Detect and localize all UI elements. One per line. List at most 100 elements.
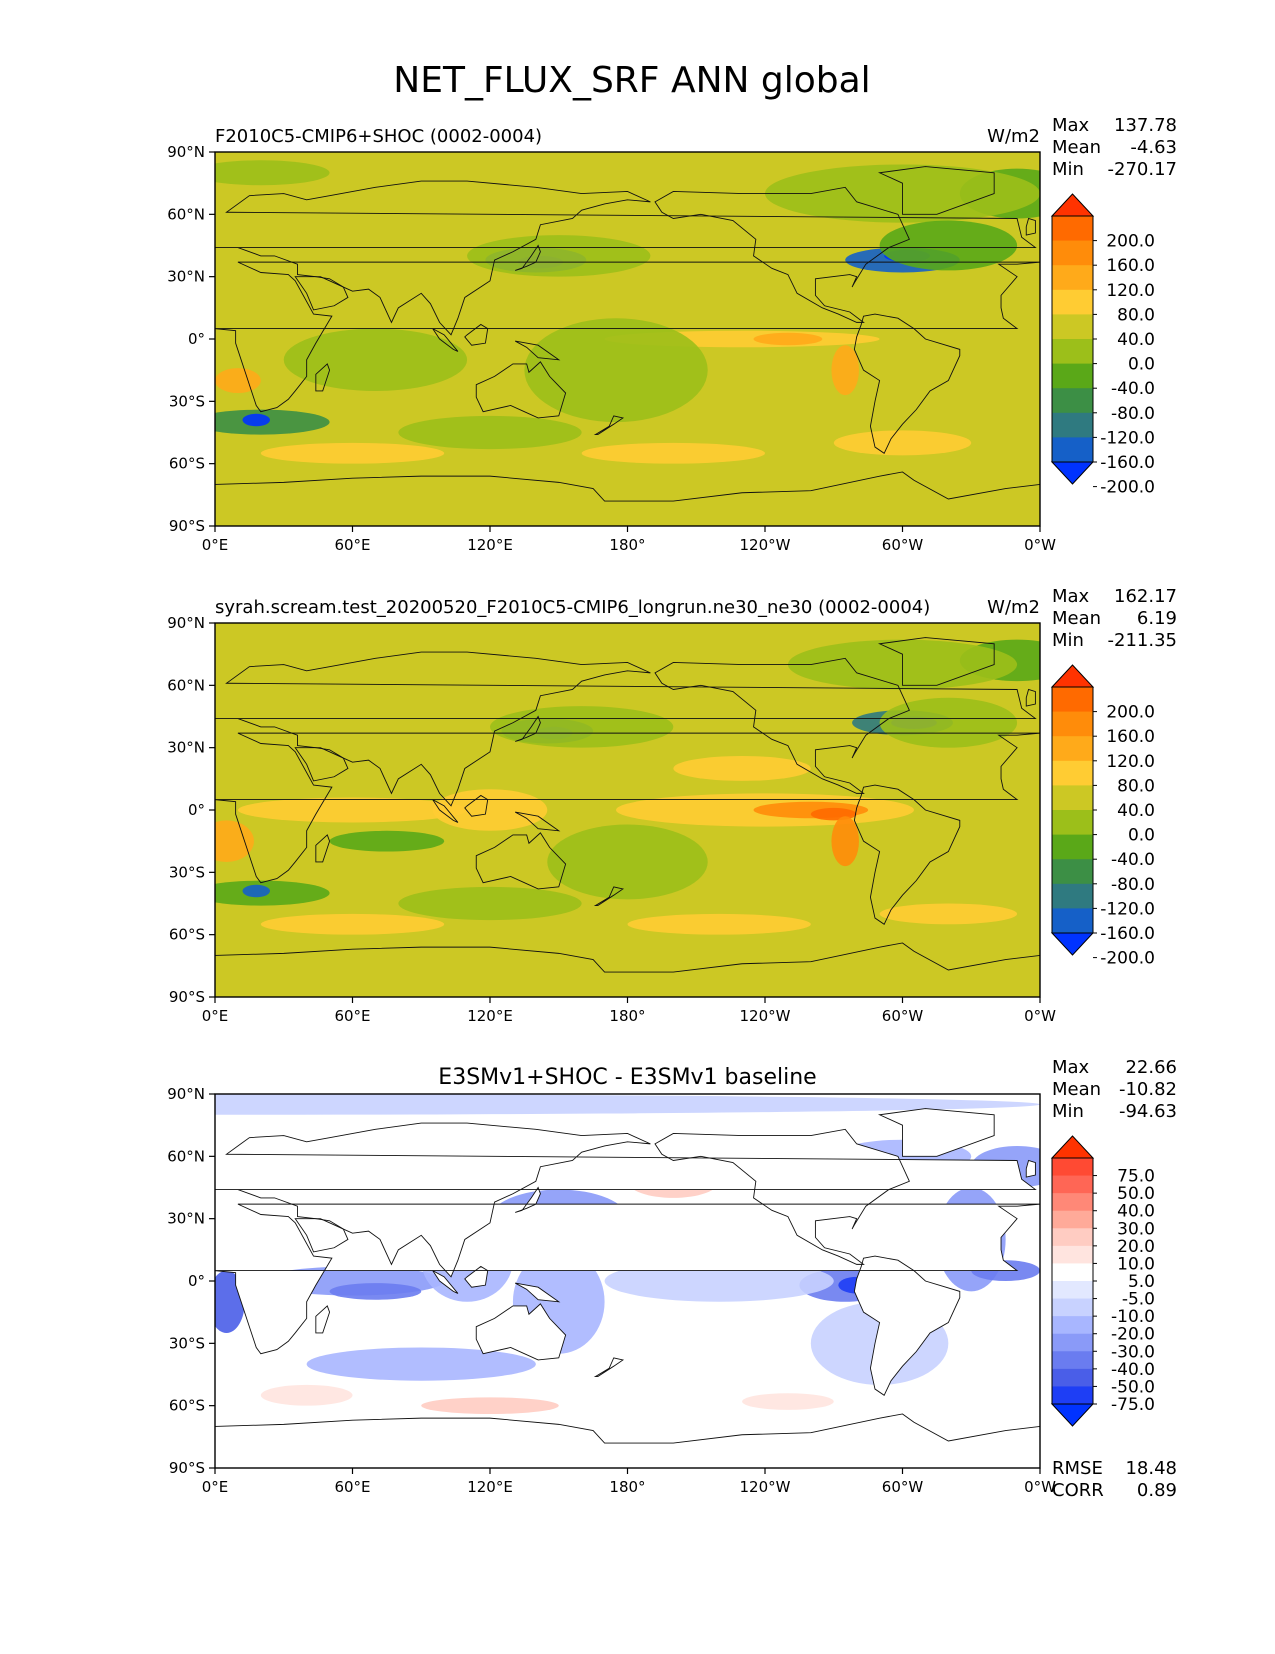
stat-label: Mean — [1052, 1079, 1101, 1100]
field-contour — [831, 816, 859, 867]
panel-3: E3SMv1+SHOC - E3SMv1 baseline 0°E 60°E 120°… — [167, 1057, 1177, 1501]
y-tick-label: 30°S — [169, 392, 205, 410]
field-contour — [467, 235, 651, 277]
colorbar-bin — [1052, 1210, 1093, 1229]
colorbar-label: -40.0 — [1111, 850, 1155, 870]
colorbar-label: -200.0 — [1100, 478, 1155, 498]
field-contour — [432, 789, 548, 831]
land-mask — [854, 1256, 960, 1396]
colorbar-bin — [1052, 883, 1093, 909]
y-tick-label: 30°S — [169, 1334, 205, 1352]
colorbar-label: 50.0 — [1117, 1184, 1155, 1204]
coastline — [215, 1122, 1037, 1278]
colorbar-label: -80.0 — [1111, 404, 1155, 424]
y-tick-label: 90°N — [167, 1085, 205, 1103]
field-contour — [215, 820, 254, 862]
colorbar-label: -40.0 — [1111, 379, 1155, 399]
field-contour — [215, 880, 330, 906]
units-label: W/m2 — [987, 126, 1040, 147]
field-contour — [581, 442, 765, 464]
y-tick-label: 0° — [188, 1272, 205, 1290]
x-tick-label: 60°E — [334, 1478, 370, 1496]
colorbar-bin — [1052, 908, 1093, 934]
stat-label: Mean — [1052, 608, 1101, 629]
field-contour — [524, 318, 708, 423]
land-mask — [655, 1129, 910, 1265]
land-fill — [464, 324, 488, 346]
x-tick-label: 60°W — [882, 1007, 924, 1025]
colorbar-bin — [1052, 1175, 1093, 1194]
x-tick-label: 0°W — [1024, 1478, 1056, 1496]
field-contour — [260, 1384, 353, 1406]
y-tick-label: 90°S — [169, 1459, 205, 1477]
colorbar-bin — [1052, 810, 1093, 836]
coastline — [654, 1128, 910, 1265]
coastline — [432, 799, 459, 823]
colorbar-bin — [1052, 785, 1093, 811]
x-tick-label: 180° — [609, 1007, 645, 1025]
field-contour — [398, 886, 582, 921]
colorbar-bin — [1052, 216, 1093, 242]
coastline — [877, 1108, 995, 1157]
colorbar-label: 30.0 — [1117, 1219, 1155, 1239]
field-contour — [260, 913, 445, 935]
x-tick-label: 120°E — [467, 536, 513, 554]
coastline — [654, 186, 910, 323]
units-label: W/m2 — [987, 597, 1040, 618]
coastline — [877, 637, 995, 686]
land-fill — [215, 262, 1040, 412]
colorbar-label: -160.0 — [1100, 453, 1155, 473]
field-contour — [490, 706, 674, 748]
field-contour — [627, 913, 811, 935]
land-fill — [476, 832, 566, 889]
coastline — [514, 1282, 561, 1303]
coastline — [853, 1255, 961, 1396]
colorbar-bin — [1052, 736, 1093, 762]
coastline — [515, 244, 541, 271]
colorbar-label: -200.0 — [1100, 949, 1155, 969]
x-tick-label: 60°W — [882, 536, 924, 554]
colorbar-label: -10.0 — [1111, 1307, 1155, 1327]
panel-title: syrah.scream.test_20200520_F2010C5-CMIP6… — [215, 597, 930, 618]
colorbar-label: 75.0 — [1117, 1167, 1155, 1187]
coastline — [215, 1203, 1040, 1355]
land-fill — [315, 834, 330, 862]
field-contour — [237, 797, 468, 823]
coastline — [294, 1218, 349, 1253]
coastline — [432, 1270, 459, 1294]
coastline — [464, 323, 489, 346]
coastline — [215, 261, 1040, 413]
coastline — [1025, 1159, 1036, 1178]
colorbar-label: 5.0 — [1128, 1272, 1155, 1292]
y-tick-label: 60°S — [169, 455, 205, 473]
colorbar-label: 80.0 — [1117, 305, 1155, 325]
field-contour — [329, 1283, 422, 1300]
land-mask — [215, 1204, 1040, 1354]
coastline — [593, 886, 625, 907]
x-tick-label: 0°E — [202, 1007, 229, 1025]
y-tick-label: 30°N — [167, 1210, 205, 1228]
land-fill — [854, 314, 960, 454]
colorbar-label: 200.0 — [1106, 703, 1155, 723]
colorbar-bin — [1052, 1158, 1093, 1177]
field-contour — [547, 824, 708, 900]
colorbar-label: -120.0 — [1100, 899, 1155, 919]
colorbar-bin — [1052, 1245, 1093, 1264]
land-fill — [655, 658, 910, 794]
y-tick-label: 90°S — [169, 517, 205, 535]
colorbar-bin — [1052, 437, 1093, 463]
colorbar-label: 10.0 — [1117, 1254, 1155, 1274]
coastline — [475, 361, 567, 419]
coastline — [514, 811, 561, 832]
stat-label: Max — [1052, 1057, 1090, 1078]
stat-label: CORR — [1052, 1480, 1104, 1501]
colorbar-bin — [1052, 412, 1093, 438]
colorbar-label: 120.0 — [1106, 281, 1155, 301]
colorbar-label: 40.0 — [1117, 801, 1155, 821]
y-tick-label: 60°N — [167, 205, 205, 223]
stat-value: -94.63 — [1119, 1101, 1177, 1122]
stat-value: 18.48 — [1125, 1458, 1177, 1479]
stat-value: 6.19 — [1137, 608, 1177, 629]
coastline — [294, 276, 349, 311]
colorbar-bin — [1052, 240, 1093, 266]
